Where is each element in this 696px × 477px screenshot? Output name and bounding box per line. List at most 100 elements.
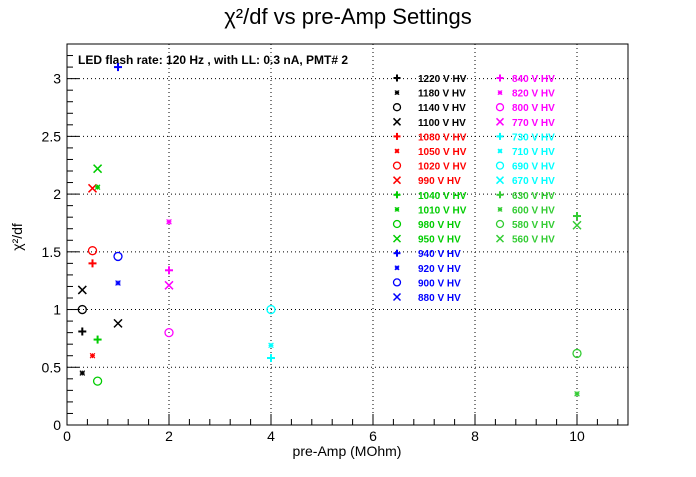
data-point — [77, 285, 87, 295]
legend-marker — [393, 132, 401, 140]
legend-label: 770 V HV — [512, 118, 555, 129]
legend-marker — [496, 74, 504, 82]
legend-marker — [497, 148, 503, 154]
legend-marker — [392, 176, 402, 185]
legend-marker — [393, 191, 401, 199]
legend-item: 560 V HV — [495, 234, 555, 246]
data-point — [93, 335, 102, 344]
legend-marker — [495, 161, 505, 170]
y-tick-label: 0.5 — [42, 359, 62, 375]
legend-item: 730 V HV — [496, 132, 555, 143]
legend-item: 770 V HV — [495, 117, 555, 129]
legend-marker — [393, 249, 401, 257]
data-point — [77, 304, 87, 315]
data-point — [93, 164, 103, 174]
y-tick-label: 0 — [53, 417, 61, 433]
y-axis-label: χ²/df — [9, 223, 25, 251]
data-point — [266, 304, 276, 315]
legend-item: 980 V HV — [392, 219, 461, 231]
x-tick-label: 4 — [267, 428, 275, 444]
legend-item: 600 V HV — [497, 205, 555, 216]
legend-label: 880 V HV — [418, 293, 461, 304]
data-point — [92, 376, 103, 386]
legend-item: 950 V HV — [392, 234, 461, 246]
y-tick-label: 2 — [53, 186, 61, 202]
legend-item: 630 V HV — [496, 191, 555, 202]
legend-label: 800 V HV — [512, 103, 555, 114]
legend-marker — [392, 219, 402, 229]
legend-item: 1100 V HV — [392, 117, 466, 129]
legend-marker — [393, 74, 401, 82]
data-point — [94, 184, 101, 190]
x-tick-label: 10 — [569, 428, 585, 444]
legend-marker — [392, 292, 402, 302]
legend-label: 670 V HV — [512, 176, 555, 187]
legend-marker — [392, 103, 402, 112]
legend-marker — [394, 265, 400, 271]
x-tick-label: 8 — [471, 428, 479, 444]
data-point — [573, 212, 581, 221]
legend-item: 900 V HV — [392, 278, 461, 289]
y-tick-label: 1 — [53, 302, 61, 318]
legend-label: 920 V HV — [418, 264, 461, 275]
data-points — [77, 63, 582, 397]
legend-marker — [392, 278, 402, 287]
legend-item: 1020 V HV — [392, 161, 467, 173]
legend-marker — [495, 103, 505, 112]
data-point — [572, 348, 582, 359]
data-point — [164, 327, 174, 338]
legend-marker — [497, 90, 503, 96]
legend-label: 690 V HV — [512, 162, 555, 173]
legend-label: 820 V HV — [512, 89, 555, 100]
data-point — [574, 391, 580, 397]
legend-label: 900 V HV — [418, 278, 461, 289]
data-point — [572, 220, 582, 230]
legend-label: 1100 V HV — [418, 118, 466, 129]
x-tick-label: 0 — [63, 428, 71, 444]
legend-label: 1050 V HV — [418, 147, 467, 158]
data-point — [89, 352, 96, 359]
legend-item: 1080 V HV — [393, 132, 467, 143]
legend-item: 1180 V HV — [394, 89, 466, 100]
legend-item: 840 V HV — [496, 74, 555, 85]
legend-marker — [495, 117, 505, 126]
legend-label: 560 V HV — [512, 235, 555, 246]
legend-item: 690 V HV — [495, 161, 555, 173]
data-point — [164, 280, 174, 290]
legend-item: 820 V HV — [497, 89, 555, 100]
legend-item: 920 V HV — [394, 264, 461, 275]
legend-label: 990 V HV — [418, 176, 461, 187]
legend-item: 1050 V HV — [394, 147, 467, 158]
legend-label: 600 V HV — [512, 205, 555, 216]
data-point — [267, 354, 275, 363]
legend-marker — [495, 219, 505, 229]
legend-marker — [497, 206, 503, 212]
legend-label: 980 V HV — [418, 220, 461, 231]
legend-marker — [392, 161, 402, 170]
x-tick-label: 2 — [165, 428, 173, 444]
legend: 1220 V HV 1180 V HV 1140 V HV 1100 V HV 1080… — [392, 74, 555, 304]
legend-label: 630 V HV — [512, 191, 555, 202]
data-point — [166, 218, 172, 225]
legend-label: 710 V HV — [512, 147, 555, 158]
legend-label: 1140 V HV — [418, 103, 466, 114]
y-tick-label: 3 — [53, 71, 61, 87]
data-point — [115, 280, 121, 286]
chart-title: χ²/df vs pre-Amp Settings — [224, 4, 472, 29]
legend-marker — [394, 206, 400, 212]
legend-label: 1010 V HV — [418, 205, 467, 216]
legend-marker — [394, 90, 400, 96]
legend-marker — [495, 176, 505, 185]
data-point — [78, 327, 87, 336]
legend-marker — [496, 191, 504, 199]
plot-area: 0 2 4 6 8 10 0 0.5 1 1.5 2 2.5 3 1220 V HV 1180 V HV 11… — [42, 43, 629, 444]
data-point — [113, 318, 123, 328]
legend-item: 880 V HV — [392, 292, 461, 304]
legend-marker — [392, 234, 402, 243]
legend-item: 580 V HV — [495, 219, 555, 231]
legend-item: 800 V HV — [495, 103, 555, 114]
legend-marker — [392, 117, 402, 126]
